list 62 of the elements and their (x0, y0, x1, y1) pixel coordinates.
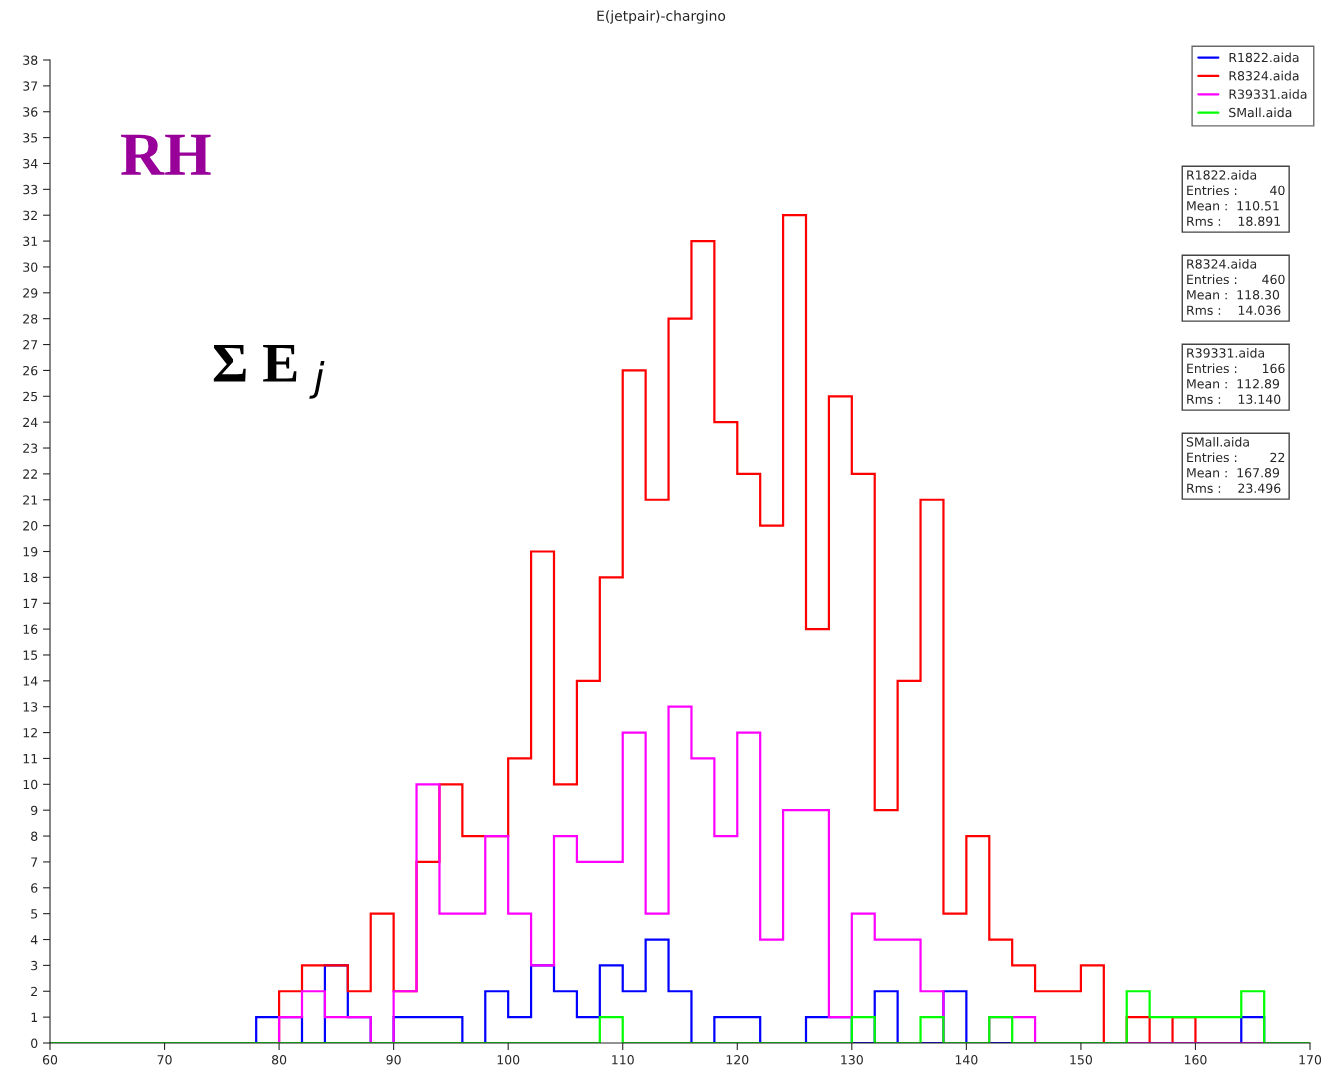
x-tick-label: 120 (726, 1055, 749, 1065)
y-tick-label: 15 (23, 650, 38, 660)
y-tick-label: 23 (23, 443, 38, 453)
legend-label: R1822.aida (1229, 52, 1299, 63)
y-tick-label: 5 (31, 909, 38, 919)
y-tick-label: 34 (23, 158, 38, 169)
y-tick-label: 26 (23, 365, 38, 376)
y-tick-label: 16 (23, 624, 38, 635)
y-tick-label: 20 (23, 521, 38, 531)
legend-label: R8324.aida (1229, 70, 1299, 81)
annotation: RH (121, 134, 211, 175)
annotation: R1822.aida Entries : 40 Mean : 110.51 Rms : 18.891 (1187, 170, 1285, 226)
legend-label: SMall.aida (1229, 107, 1292, 118)
x-tick-label: 60 (42, 1055, 58, 1065)
y-tick-label: 7 (31, 857, 38, 867)
y-tick-label: 24 (23, 417, 38, 427)
y-tick-label: 17 (23, 598, 38, 608)
annotation: R8324.aida Entries : 460 Mean : 118.30 Rms : 14.036 (1187, 259, 1285, 315)
annotation: SMall.aida Entries : 22 Mean : 167.89 Rms : 23.496 (1186, 437, 1285, 493)
annotation: Σ E $_{j}$ (213, 345, 325, 399)
y-tick-label: 25 (23, 391, 38, 402)
chart-title: E(jetpair)-chargino (597, 10, 726, 24)
y-tick-label: 33 (23, 184, 38, 195)
y-tick-label: 0 (31, 1038, 38, 1048)
y-tick-label: 37 (23, 81, 38, 91)
legend-label: R39331.aida (1229, 89, 1307, 99)
x-tick-label: 170 (1299, 1055, 1322, 1065)
y-tick-label: 2 (31, 986, 37, 997)
y-tick-label: 21 (23, 495, 38, 505)
y-tick-label: 10 (23, 779, 38, 790)
y-tick-label: 38 (23, 55, 38, 65)
y-tick-label: 9 (31, 805, 38, 816)
y-tick-label: 13 (23, 702, 38, 712)
x-tick-label: 150 (1070, 1055, 1093, 1065)
y-tick-label: 31 (23, 236, 38, 247)
y-tick-label: 29 (23, 288, 38, 298)
x-tick-label: 90 (386, 1055, 401, 1065)
y-tick-label: 11 (23, 754, 38, 764)
x-tick-label: 80 (271, 1055, 287, 1065)
x-tick-label: 130 (841, 1055, 863, 1065)
x-tick-label: 140 (955, 1055, 978, 1065)
y-tick-label: 19 (23, 546, 38, 557)
x-tick-label: 110 (612, 1055, 634, 1065)
y-tick-label: 27 (23, 340, 38, 350)
y-tick-label: 6 (31, 883, 38, 893)
y-tick-label: 36 (23, 107, 38, 117)
y-tick-label: 3 (31, 960, 38, 971)
y-tick-label: 32 (23, 210, 37, 221)
y-tick-label: 4 (30, 935, 38, 945)
x-tick-label: 100 (497, 1055, 520, 1065)
y-tick-label: 8 (31, 831, 38, 841)
y-tick-label: 12 (23, 728, 37, 738)
y-tick-label: 28 (23, 314, 38, 324)
x-tick-label: 160 (1184, 1055, 1207, 1065)
y-tick-label: 1 (31, 1012, 38, 1022)
y-tick-label: 35 (23, 133, 38, 143)
y-tick-label: 22 (23, 469, 37, 479)
y-tick-label: 14 (23, 676, 38, 686)
y-tick-label: 30 (23, 262, 38, 272)
x-tick-label: 70 (157, 1055, 172, 1065)
annotation: R39331.aida Entries : 166 Mean : 112.89 Rms : 13.140 (1187, 348, 1285, 404)
y-tick-label: 18 (23, 572, 38, 583)
